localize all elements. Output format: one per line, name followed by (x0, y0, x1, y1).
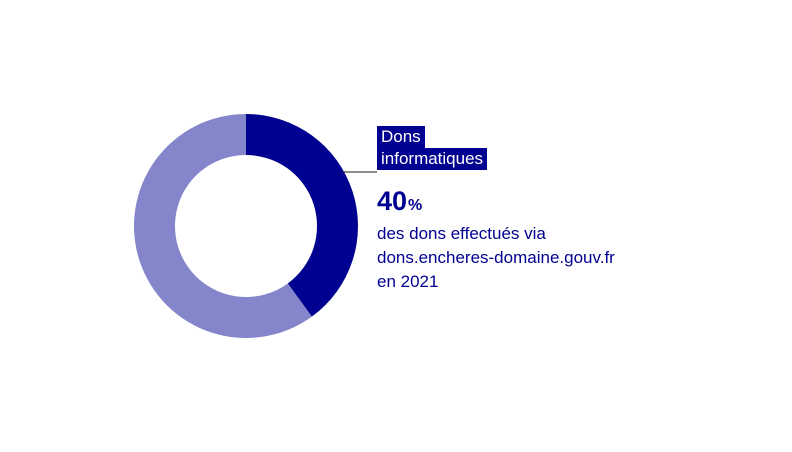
donut-slice-1 (246, 114, 358, 317)
donut-slices (133, 114, 358, 338)
annotation-block: Dons informatiques 40% des dons effectué… (377, 126, 615, 293)
category-tag: Dons informatiques (377, 126, 615, 170)
category-tag-line-1: Dons (377, 126, 425, 148)
description-line-2: dons.encheres-domaine.gouv.fr (377, 248, 615, 267)
category-tag-line-2: informatiques (377, 148, 488, 170)
percentage-number: 40 (377, 186, 408, 216)
description-line-1: des dons effectués via (377, 224, 546, 243)
donut-slice-2 (133, 114, 312, 338)
percentage-unit: % (408, 197, 423, 214)
percentage-value: 40% (377, 186, 615, 221)
description-line-3: en 2021 (377, 272, 439, 291)
